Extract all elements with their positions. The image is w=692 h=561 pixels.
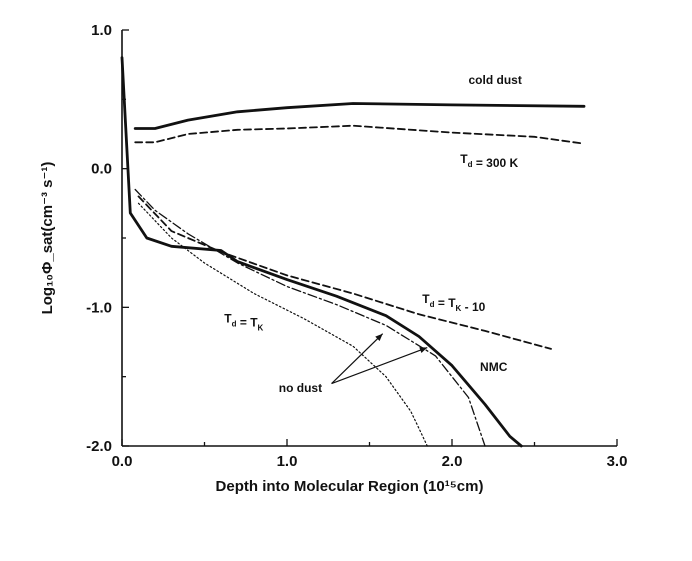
x-tick-label: 0.0 xyxy=(112,453,133,470)
annotation-label: no dust xyxy=(279,381,322,395)
series-line-cold-dust xyxy=(133,102,586,130)
annotation-arrow-head xyxy=(375,333,383,342)
x-axis-title: Depth into Molecular Region (10¹⁵cm) xyxy=(216,478,484,495)
annotation-label: Td = 300 K xyxy=(460,152,518,170)
annotation-label: cold dust xyxy=(469,73,522,87)
y-tick-label: 1.0 xyxy=(91,22,112,39)
annotation-label: NMC xyxy=(480,360,508,374)
series-line-nmc xyxy=(120,56,523,448)
x-tick-label: 3.0 xyxy=(607,453,628,470)
y-axis-title: Log₁₀Φ_sat(cm⁻³ s⁻¹) xyxy=(39,162,56,315)
annotation-label: Td = TK - 10 xyxy=(422,292,485,314)
series-line-t-d-t-k-10 xyxy=(137,195,552,350)
annotation-arrow-line xyxy=(331,333,384,385)
x-tick-label: 2.0 xyxy=(442,453,463,470)
x-tick-label: 1.0 xyxy=(277,453,298,470)
series-lines xyxy=(120,56,586,448)
annotation-label: Td = TK xyxy=(224,312,263,333)
annotation-arrow-line xyxy=(331,346,428,385)
y-tick-label: 0.0 xyxy=(91,161,112,178)
y-tick-label: -2.0 xyxy=(86,438,112,455)
series-line-no-dust xyxy=(134,188,486,447)
axes: 0.0 1.0 2.0 3.0 1.0 0.0 -1.0 -2.0 Depth into Mol… xyxy=(39,22,627,495)
y-tick-label: -1.0 xyxy=(86,299,112,316)
annotations: cold dust Td = 300 K Td = TK - 10 Td = TK NM… xyxy=(224,73,522,395)
annotation-arrow-head xyxy=(419,347,428,354)
series-line-t-d-300-k xyxy=(134,124,585,145)
series-line-t-d-t-k xyxy=(137,202,428,447)
